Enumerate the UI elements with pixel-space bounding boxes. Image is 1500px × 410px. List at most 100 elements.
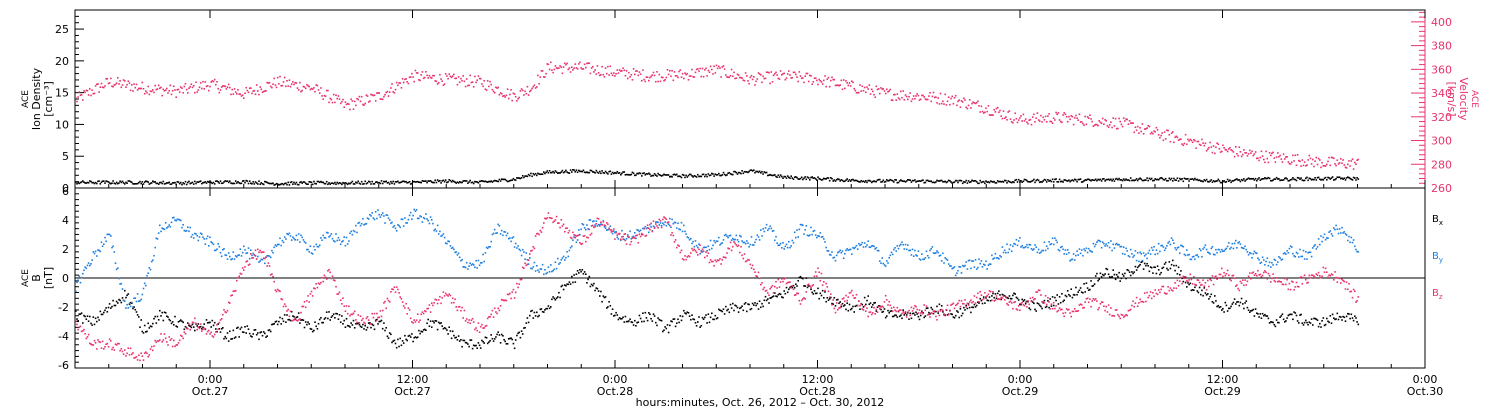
data-point bbox=[1084, 179, 1086, 181]
data-point bbox=[443, 295, 446, 297]
data-point bbox=[383, 302, 385, 304]
data-point bbox=[157, 183, 160, 185]
data-point bbox=[1285, 156, 1287, 158]
data-point bbox=[1007, 251, 1009, 254]
data-point bbox=[311, 88, 314, 90]
data-point bbox=[1033, 248, 1035, 250]
data-point bbox=[1054, 237, 1056, 239]
data-point bbox=[189, 329, 191, 331]
data-point bbox=[194, 317, 196, 320]
data-point bbox=[1103, 178, 1105, 180]
data-point bbox=[481, 180, 483, 182]
data-point bbox=[187, 92, 189, 94]
data-point bbox=[747, 171, 749, 174]
data-point bbox=[1231, 180, 1234, 182]
data-point bbox=[518, 331, 520, 334]
data-point bbox=[447, 240, 449, 242]
data-point bbox=[288, 79, 291, 81]
data-point bbox=[1125, 277, 1127, 280]
data-point bbox=[120, 301, 123, 304]
data-point bbox=[874, 96, 876, 98]
data-point bbox=[194, 91, 196, 94]
data-point bbox=[406, 182, 408, 184]
data-point bbox=[977, 182, 979, 185]
data-point bbox=[593, 71, 595, 73]
data-point bbox=[121, 180, 124, 183]
data-point bbox=[737, 311, 740, 313]
data-point bbox=[1356, 321, 1358, 323]
data-point bbox=[671, 218, 673, 221]
data-point bbox=[1099, 272, 1102, 275]
data-point bbox=[154, 339, 156, 342]
data-point bbox=[858, 180, 860, 183]
data-point bbox=[607, 229, 609, 231]
data-point bbox=[708, 71, 711, 73]
data-point bbox=[792, 284, 795, 287]
data-point bbox=[982, 112, 985, 114]
data-point bbox=[152, 180, 154, 182]
left-tick-label: 2 bbox=[62, 243, 69, 256]
data-point bbox=[278, 83, 280, 85]
data-point bbox=[782, 73, 784, 75]
data-point bbox=[853, 87, 855, 90]
data-point bbox=[582, 169, 585, 172]
data-point bbox=[91, 181, 93, 184]
data-point bbox=[856, 180, 859, 182]
data-point bbox=[476, 181, 478, 183]
data-point bbox=[564, 171, 566, 173]
data-point bbox=[1044, 249, 1047, 252]
data-point bbox=[837, 178, 839, 180]
data-point bbox=[658, 73, 661, 76]
data-point bbox=[448, 326, 450, 328]
data-point bbox=[1182, 280, 1185, 283]
data-point bbox=[352, 183, 355, 185]
data-point bbox=[1200, 180, 1202, 182]
data-point bbox=[366, 95, 369, 97]
data-point bbox=[812, 293, 815, 295]
data-point bbox=[552, 71, 554, 74]
data-point bbox=[150, 345, 153, 348]
data-point bbox=[543, 76, 545, 78]
data-point bbox=[873, 245, 875, 248]
data-point bbox=[979, 262, 981, 265]
data-point bbox=[1146, 262, 1148, 265]
data-point bbox=[1075, 114, 1077, 117]
data-point bbox=[760, 306, 762, 309]
data-point bbox=[635, 174, 637, 176]
data-point bbox=[199, 180, 202, 182]
data-point bbox=[952, 181, 955, 184]
data-point bbox=[198, 236, 201, 238]
data-point bbox=[873, 302, 875, 304]
data-point bbox=[168, 336, 170, 338]
data-point bbox=[1111, 180, 1113, 182]
data-point bbox=[397, 180, 399, 183]
data-point bbox=[82, 322, 84, 324]
data-point bbox=[302, 181, 305, 183]
data-point bbox=[384, 300, 386, 303]
data-point bbox=[135, 356, 138, 358]
data-point bbox=[350, 230, 352, 233]
data-point bbox=[589, 285, 592, 288]
data-point bbox=[902, 90, 904, 92]
data-point bbox=[643, 78, 645, 81]
data-point bbox=[686, 72, 689, 75]
data-point bbox=[600, 223, 602, 225]
data-point bbox=[956, 104, 958, 107]
data-point bbox=[1139, 127, 1141, 129]
data-point bbox=[290, 181, 293, 183]
data-point bbox=[124, 183, 126, 185]
data-point bbox=[775, 295, 777, 297]
data-point bbox=[550, 264, 552, 266]
data-point bbox=[599, 170, 601, 173]
data-point bbox=[288, 184, 291, 186]
data-point bbox=[397, 84, 399, 87]
data-point bbox=[946, 180, 949, 183]
data-point bbox=[740, 76, 742, 79]
data-point bbox=[105, 180, 107, 182]
data-point bbox=[1195, 147, 1197, 149]
data-point bbox=[279, 237, 281, 240]
data-point bbox=[930, 100, 932, 103]
data-point bbox=[264, 262, 266, 265]
data-point bbox=[1138, 265, 1140, 267]
data-point bbox=[493, 92, 496, 94]
